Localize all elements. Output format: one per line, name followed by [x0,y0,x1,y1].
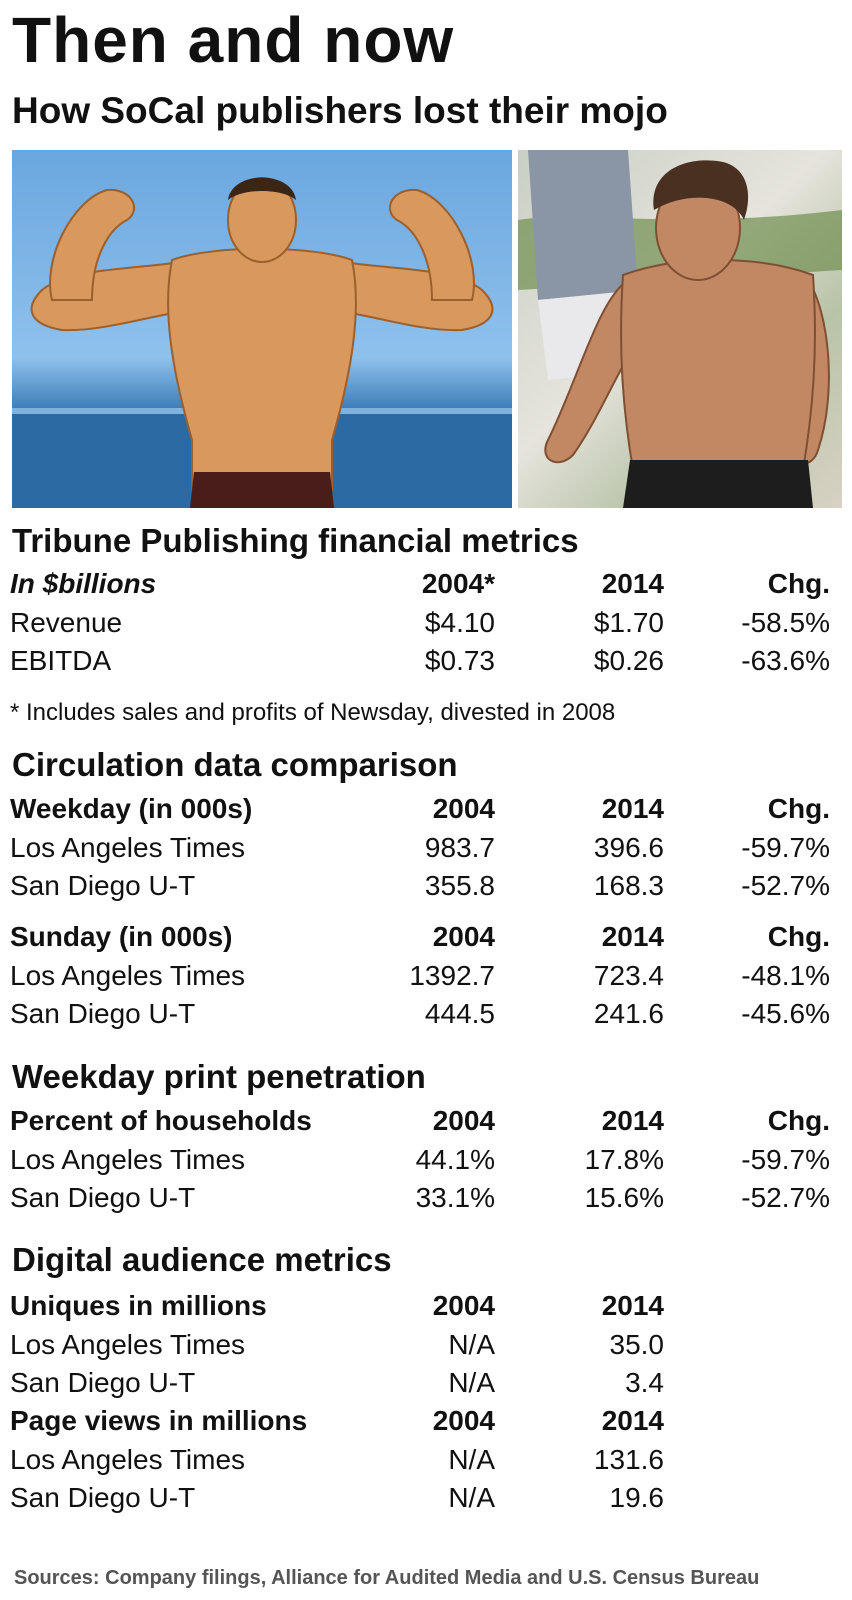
value-2014: 35.0 [609,1329,665,1360]
uniques-col-2014: 2014 [601,1290,664,1321]
value-chg: -63.6% [741,645,830,676]
value-2004: 1392.7 [409,960,495,991]
value-2004: 44.1% [415,1144,495,1175]
table-row: San Diego U-T N/A 19.6 [10,1479,830,1517]
table-row: San Diego U-T 355.8 168.3 -52.7% [10,867,830,905]
row-label: San Diego U-T [10,870,196,901]
value-2014: 19.6 [609,1482,665,1513]
tribune-col-chg: Chg. [767,568,830,599]
row-label: Los Angeles Times [10,1444,246,1475]
uniques-header-row: Uniques in millions 2004 2014 [10,1287,830,1325]
penetration-header-row: Percent of households 2004 2014 Chg. [10,1102,830,1140]
value-2014: 241.6 [593,998,664,1029]
tribune-section-title: Tribune Publishing financial metrics [12,522,579,559]
now-photo [518,150,842,508]
weekday-col-2004: 2004 [432,793,495,824]
value-chg: -59.7% [741,832,830,863]
value-chg: -59.7% [741,1144,830,1175]
value-2004: N/A [448,1444,495,1475]
table-row: Los Angeles Times 1392.7 723.4 -48.1% [10,957,830,995]
sunday-unit-label: Sunday (in 000s) [10,921,233,952]
value-2004: 983.7 [424,832,495,863]
table-row: San Diego U-T N/A 3.4 [10,1364,830,1402]
digital-section-title: Digital audience metrics [12,1241,392,1278]
row-label: San Diego U-T [10,1482,196,1513]
value-chg: -58.5% [741,607,830,638]
weekday-col-chg: Chg. [767,793,830,824]
row-label: Los Angeles Times [10,1329,246,1360]
value-2014: $0.26 [593,645,664,676]
tribune-col-2004: 2004* [421,568,495,599]
sources-credit: Sources: Company filings, Alliance for A… [14,1567,760,1589]
value-2014: 396.6 [593,832,664,863]
row-label: Los Angeles Times [10,832,246,863]
tribune-footnote: * Includes sales and profits of Newsday,… [10,699,616,726]
then-photo [12,150,512,508]
penetration-col-2014: 2014 [601,1105,664,1136]
value-chg: -48.1% [741,960,830,991]
row-label: Los Angeles Times [10,960,246,991]
value-2014: 3.4 [625,1367,664,1398]
pageviews-col-2004: 2004 [432,1405,495,1436]
value-2004: $4.10 [424,607,495,638]
value-2014: $1.70 [593,607,664,638]
value-2014: 723.4 [593,960,664,991]
weekday-unit-label: Weekday (in 000s) [10,793,253,824]
penetration-unit-label: Percent of households [10,1105,312,1136]
sunday-col-chg: Chg. [767,921,830,952]
row-label: EBITDA [10,645,112,676]
value-2004: N/A [448,1367,495,1398]
table-row: Los Angeles Times N/A 35.0 [10,1326,830,1364]
pageviews-header-row: Page views in millions 2004 2014 [10,1402,830,1440]
table-row: Revenue $4.10 $1.70 -58.5% [10,604,830,642]
value-2004: 444.5 [424,998,495,1029]
tribune-unit-label: In $billions [10,568,157,599]
tribune-header-row: In $billions 2004* 2014 Chg. [10,565,830,603]
pageviews-col-2014: 2014 [601,1405,664,1436]
circulation-section-title: Circulation data comparison [12,746,458,783]
value-2014: 168.3 [593,870,664,901]
value-chg: -52.7% [741,1182,830,1213]
table-row: Los Angeles Times 44.1% 17.8% -59.7% [10,1141,830,1179]
pageviews-unit-label: Page views in millions [10,1405,308,1436]
value-2014: 15.6% [584,1182,664,1213]
row-label: San Diego U-T [10,1367,196,1398]
penetration-col-chg: Chg. [767,1105,830,1136]
value-2014: 131.6 [593,1444,664,1475]
weekday-header-row: Weekday (in 000s) 2004 2014 Chg. [10,790,830,828]
value-2004: 33.1% [415,1182,495,1213]
table-row: EBITDA $0.73 $0.26 -63.6% [10,642,830,680]
table-row: Los Angeles Times 983.7 396.6 -59.7% [10,829,830,867]
table-row: San Diego U-T 33.1% 15.6% -52.7% [10,1179,830,1217]
value-2004: N/A [448,1329,495,1360]
value-2004: N/A [448,1482,495,1513]
sunday-col-2014: 2014 [601,921,664,952]
row-label: Revenue [10,607,123,638]
value-chg: -45.6% [741,998,830,1029]
value-2004: $0.73 [424,645,495,676]
weekday-col-2014: 2014 [601,793,664,824]
uniques-col-2004: 2004 [432,1290,495,1321]
value-2004: 355.8 [424,870,495,901]
table-row: San Diego U-T 444.5 241.6 -45.6% [10,995,830,1033]
table-row: Los Angeles Times N/A 131.6 [10,1441,830,1479]
sunday-header-row: Sunday (in 000s) 2004 2014 Chg. [10,918,830,956]
row-label: Los Angeles Times [10,1144,246,1175]
value-chg: -52.7% [741,870,830,901]
penetration-col-2004: 2004 [432,1105,495,1136]
uniques-unit-label: Uniques in millions [10,1290,267,1321]
penetration-section-title: Weekday print penetration [12,1058,426,1095]
row-label: San Diego U-T [10,998,196,1029]
tribune-col-2014: 2014 [601,568,664,599]
sunday-col-2004: 2004 [432,921,495,952]
value-2014: 17.8% [584,1144,664,1175]
row-label: San Diego U-T [10,1182,196,1213]
page-subtitle: How SoCal publishers lost their mojo [12,90,668,131]
page-title: Then and now [12,4,455,76]
